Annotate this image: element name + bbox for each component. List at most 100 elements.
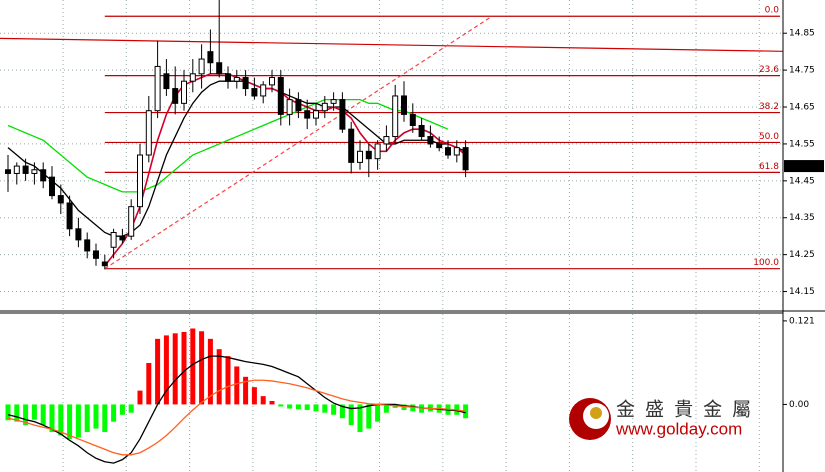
fib-label: 61.8 — [759, 162, 779, 172]
candle-body — [137, 154, 143, 208]
histogram-bar — [119, 404, 125, 415]
candle-body — [40, 169, 47, 182]
histogram-bar — [269, 400, 275, 405]
histogram-bar — [383, 404, 389, 413]
y-tick-label: 14.75 — [789, 66, 815, 76]
candle-body — [225, 73, 231, 82]
candle-body — [57, 195, 64, 204]
candle-body — [49, 176, 55, 197]
candle-body — [189, 73, 196, 82]
candle-body — [13, 165, 20, 174]
histogram-bar — [348, 404, 354, 426]
histogram-bar — [111, 404, 117, 422]
histogram-bar — [304, 404, 310, 410]
histogram-bar — [216, 349, 222, 405]
histogram-bar — [93, 404, 99, 429]
histogram-bar — [128, 404, 134, 413]
last-price-label: 14.49 — [789, 162, 815, 172]
candle-body — [453, 147, 460, 156]
y-tick-label: 14.55 — [789, 139, 815, 149]
candle-body — [392, 95, 399, 138]
candle-body — [216, 62, 223, 75]
trendline — [0, 37, 783, 52]
candle-body — [357, 150, 363, 163]
candle-body — [163, 73, 170, 90]
histogram-bar — [331, 404, 337, 415]
trendline — [104, 15, 493, 270]
watermark-name: 金 盛 貴 金 屬 — [616, 399, 753, 421]
watermark-url: www.golday.com — [615, 419, 742, 438]
candle-body — [436, 143, 443, 149]
histogram-bar — [322, 404, 328, 413]
logo: 金 盛 貴 金 屬 www.golday.com — [569, 398, 753, 440]
indicator-line — [7, 379, 466, 456]
candle-body — [304, 110, 311, 119]
candle-body — [365, 150, 372, 160]
candle-body — [330, 99, 337, 104]
histogram-bar — [199, 331, 205, 405]
candle-body — [383, 136, 390, 145]
histogram-bar — [49, 404, 55, 433]
histogram-bar — [172, 333, 178, 405]
histogram-bar — [427, 404, 433, 412]
histogram-bar — [137, 390, 143, 405]
candle-body — [418, 124, 425, 138]
candle-body — [172, 88, 179, 104]
candle-body — [66, 202, 73, 230]
y-tick-label: 14.35 — [789, 213, 815, 223]
candle-body — [409, 113, 416, 126]
candle-body — [22, 165, 29, 174]
candle-body — [5, 169, 11, 174]
histogram-bar — [419, 404, 425, 413]
candle-body — [445, 147, 451, 156]
histogram-bar — [207, 338, 213, 405]
candle-body — [427, 136, 434, 145]
indicator-line — [7, 98, 449, 193]
histogram-bar — [163, 335, 169, 405]
histogram-bar — [146, 363, 152, 405]
histogram-bar — [278, 404, 284, 407]
candle-body — [251, 88, 258, 97]
fib-label: 23.6 — [759, 65, 779, 75]
candle-body — [110, 232, 117, 248]
y-tick-label: 14.15 — [789, 287, 815, 297]
histogram-bar — [102, 404, 108, 433]
histogram-bar — [225, 356, 231, 405]
candle-body — [233, 77, 240, 82]
histogram-bar — [410, 404, 416, 412]
histogram-bar — [75, 404, 81, 438]
candle-body — [207, 51, 214, 64]
y-tick-label: 14.45 — [789, 176, 815, 186]
candle-body — [198, 58, 205, 75]
candle-body — [462, 147, 469, 171]
candle-body — [401, 95, 407, 115]
histogram-bar — [260, 396, 266, 405]
histogram-bar — [251, 387, 257, 405]
histogram-bar — [58, 404, 64, 436]
histogram-bar — [243, 376, 249, 405]
fib-label: 38.2 — [759, 102, 779, 112]
histogram-bar — [375, 404, 381, 422]
candle-body — [374, 143, 381, 160]
candle-body — [260, 84, 267, 97]
histogram-bar — [313, 404, 319, 412]
histogram-bar — [84, 404, 90, 433]
y-tick-label: 14.25 — [789, 250, 815, 260]
histogram-bar — [234, 366, 240, 405]
candle-body — [75, 228, 82, 241]
histogram-bar — [67, 404, 73, 439]
fib-label: 100.0 — [753, 258, 779, 268]
histogram-bar — [181, 331, 187, 405]
candle-body — [339, 99, 346, 130]
fib-label: 50.0 — [759, 132, 779, 142]
histogram-bar — [5, 404, 11, 421]
candle-body — [348, 128, 355, 163]
y-tick-label: 0.121 — [789, 316, 815, 326]
histogram-bar — [190, 328, 196, 405]
candle-body — [128, 206, 135, 237]
histogram-bar — [401, 404, 407, 410]
histogram-bar — [287, 404, 293, 409]
last-price-box — [784, 160, 824, 173]
candle-body — [93, 250, 99, 259]
